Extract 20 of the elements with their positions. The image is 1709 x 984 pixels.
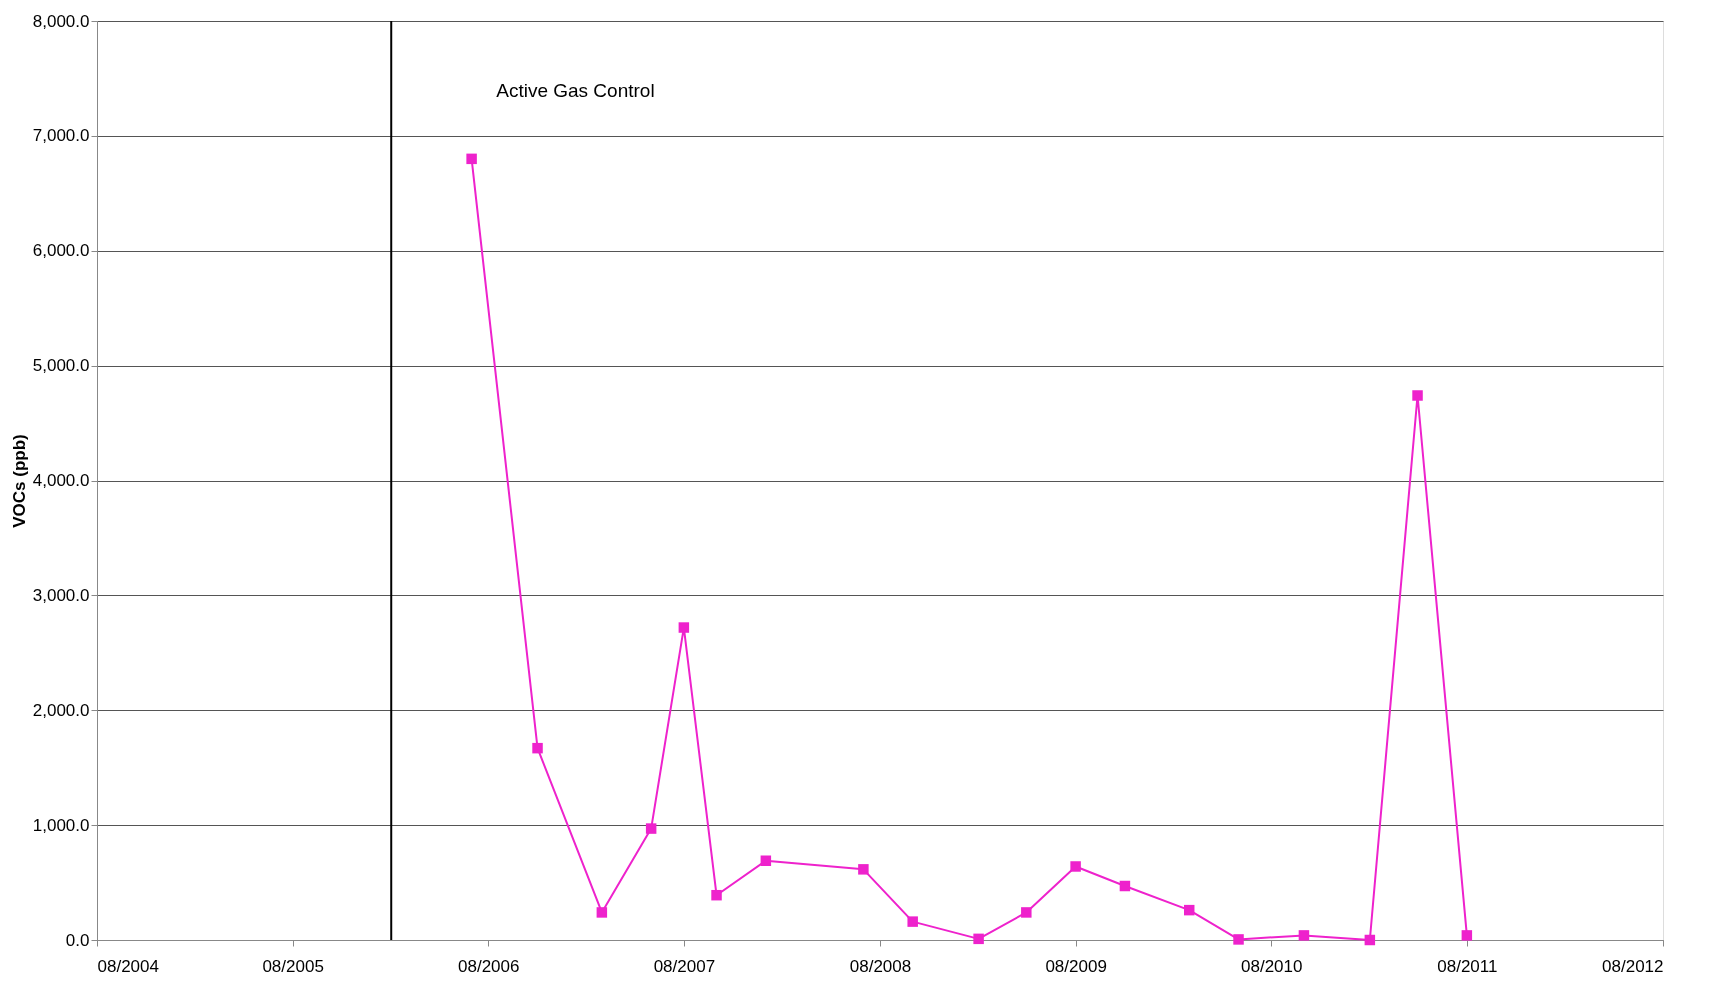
x-tick-label: 08/2004 [97, 956, 159, 976]
y-tick-label: 6,000.0 [32, 241, 90, 261]
y-axis-title: VOCs (ppb) [9, 434, 29, 528]
y-tick-label: 1,000.0 [32, 815, 90, 835]
y-tick-label: 7,000.0 [32, 126, 90, 146]
y-tick-label: 3,000.0 [32, 585, 90, 605]
y-tick-label: 4,000.0 [32, 471, 90, 490]
x-tick-label: 08/2008 [849, 956, 912, 976]
ref-line-label: Active Gas Control [496, 80, 655, 101]
y-tick-label: 0.0 [65, 930, 90, 950]
x-tick-label: 08/2006 [458, 956, 520, 976]
y-tick-label: 2,000.0 [32, 700, 90, 720]
x-tick-label: 08/2010 [1241, 956, 1303, 976]
y-tick-label: 8,000.0 [32, 11, 90, 31]
x-tick-label: 08/2012 [1602, 956, 1664, 976]
y-tick-label: 5,000.0 [32, 356, 90, 376]
x-tick-label: 08/2005 [262, 956, 324, 976]
x-tick-label: 08/2007 [653, 956, 716, 976]
x-tick-label: 08/2011 [1437, 956, 1498, 976]
x-tick-label: 08/2009 [1045, 956, 1107, 976]
